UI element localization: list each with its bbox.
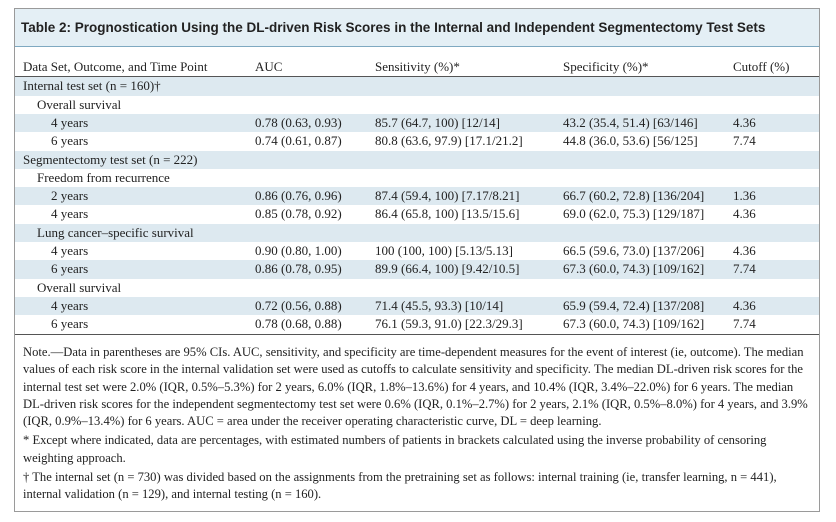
cell-value: 4.36 [733, 206, 756, 222]
column-header: Data Set, Outcome, and Time Point [23, 59, 208, 74]
cell-value: 100 (100, 100) [5.13/5.13] [375, 243, 513, 258]
cell-value: 0.86 (0.78, 0.95) [255, 261, 342, 277]
table-frame: Table 2: Prognostication Using the DL-dr… [14, 8, 820, 512]
row-label: 6 years [51, 316, 89, 332]
row-label: Lung cancer–specific survival [37, 224, 194, 240]
table-row: Overall survival [15, 96, 819, 114]
cell-value: 66.5 (59.6, 73.0) [137/206] [563, 243, 705, 258]
note: Note.—Data in parentheses are 95% CIs. A… [23, 345, 808, 429]
cell-value: 4.36 [733, 297, 756, 313]
table-row: 6 years 0.86 (0.78, 0.95) 89.9 (66.4, 100)… [15, 260, 819, 279]
cell-value: 1.36 [733, 188, 756, 204]
cell-value: 4.36 [733, 114, 756, 130]
column-header: Sensitivity (%)* [375, 59, 460, 74]
row-label: 4 years [51, 297, 89, 313]
table-row: Internal test set (n = 160)† [15, 77, 819, 96]
row-label: 4 years [51, 206, 89, 222]
table-row: 4 years 0.78 (0.63, 0.93) 85.7 (64.7, 100)… [15, 113, 819, 133]
row-label: Overall survival [37, 279, 122, 295]
row-label: Segmentectomy test set (n = 222) [23, 151, 198, 167]
table-row: 4 years 0.90 (0.80, 1.00) 100 (100, 100) [… [15, 242, 819, 260]
cell-value: 0.90 (0.80, 1.00) [255, 243, 342, 258]
note: * Except where indicated, data are perce… [23, 433, 767, 465]
table-row: Segmentectomy test set (n = 222) [15, 150, 819, 169]
table-title: Table 2: Prognostication Using the DL-dr… [15, 9, 819, 47]
table-row: 6 years 0.74 (0.61, 0.87) 80.8 (63.6, 97.9… [15, 132, 819, 150]
cell-value: 80.8 (63.6, 97.9) [17.1/21.2] [375, 133, 523, 149]
column-header: Specificity (%)* [563, 59, 649, 74]
cell-value: 87.4 (59.4, 100) [7.17/8.21] [375, 188, 520, 204]
row-label: 4 years [51, 114, 89, 130]
cell-value: 7.74 [733, 261, 756, 277]
cell-value: 71.4 (45.5, 93.3) [10/14] [375, 297, 504, 313]
row-label: 4 years [51, 243, 89, 258]
table-row: 6 years 0.78 (0.68, 0.88) 76.1 (59.3, 91.0… [15, 315, 819, 333]
cell-value: 89.9 (66.4, 100) [9.42/10.5] [375, 261, 520, 277]
note: † The internal set (n = 730) was divided… [23, 470, 777, 502]
row-label: Overall survival [37, 96, 122, 112]
cell-value: 67.3 (60.0, 74.3) [109/162] [563, 261, 705, 277]
column-header: AUC [255, 59, 283, 74]
cell-value: 67.3 (60.0, 74.3) [109/162] [563, 316, 705, 332]
cell-value: 43.2 (35.4, 51.4) [63/146] [563, 114, 698, 130]
cell-value: 0.78 (0.68, 0.88) [255, 316, 342, 332]
row-label: Internal test set (n = 160)† [23, 78, 161, 94]
cell-value: 86.4 (65.8, 100) [13.5/15.6] [375, 206, 520, 222]
cell-value: 0.74 (0.61, 0.87) [255, 133, 342, 149]
table-row: Lung cancer–specific survival [15, 223, 819, 242]
header-row: Data Set, Outcome, and Time Point AUC Sens… [15, 58, 819, 78]
column-header: Cutoff (%) [733, 59, 790, 74]
cell-value: 76.1 (59.3, 91.0) [22.3/29.3] [375, 316, 523, 332]
cell-value: 4.36 [733, 243, 756, 258]
cell-value: 7.74 [733, 133, 756, 149]
table-row: 4 years 0.72 (0.56, 0.88) 71.4 (45.5, 93.3… [15, 296, 819, 316]
cell-value: 85.7 (64.7, 100) [12/14] [375, 114, 500, 130]
cell-value: 0.78 (0.63, 0.93) [255, 114, 342, 130]
row-label: 6 years [51, 133, 89, 149]
row-label: 6 years [51, 261, 89, 277]
cell-value: 69.0 (62.0, 75.3) [129/187] [563, 206, 705, 222]
row-label: Freedom from recurrence [37, 169, 170, 185]
notes: Note.—Data in parentheses are 95% CIs. A… [23, 344, 813, 506]
cell-value: 44.8 (36.0, 53.6) [56/125] [563, 133, 698, 149]
cell-value: 0.85 (0.78, 0.92) [255, 206, 342, 222]
rule [15, 334, 819, 335]
table-row: Overall survival [15, 279, 819, 297]
table-row: 4 years 0.85 (0.78, 0.92) 86.4 (65.8, 100)… [15, 205, 819, 223]
cell-value: 0.86 (0.76, 0.96) [255, 188, 342, 204]
cell-value: 0.72 (0.56, 0.88) [255, 297, 342, 313]
cell-value: 7.74 [733, 316, 756, 332]
row-label: 2 years [51, 188, 89, 204]
cell-value: 65.9 (59.4, 72.4) [137/208] [563, 297, 705, 313]
cell-value: 66.7 (60.2, 72.8) [136/204] [563, 188, 705, 204]
table-row: Freedom from recurrence [15, 169, 819, 187]
table-row: 2 years 0.86 (0.76, 0.96) 87.4 (59.4, 100)… [15, 187, 819, 206]
